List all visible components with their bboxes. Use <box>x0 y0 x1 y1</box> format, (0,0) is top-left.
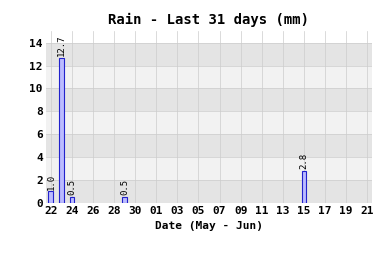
Bar <box>46 157 372 180</box>
Title: Rain - Last 31 days (mm): Rain - Last 31 days (mm) <box>109 13 309 27</box>
Bar <box>46 66 372 88</box>
Bar <box>49 191 53 203</box>
Bar <box>122 197 127 203</box>
Text: 12.7: 12.7 <box>57 34 66 56</box>
Bar <box>46 88 372 111</box>
Text: 1.0: 1.0 <box>46 173 55 190</box>
Bar <box>301 171 306 203</box>
Bar <box>46 43 372 66</box>
Bar <box>46 111 372 134</box>
Bar <box>70 197 74 203</box>
Text: 0.5: 0.5 <box>68 179 76 195</box>
X-axis label: Date (May - Jun): Date (May - Jun) <box>155 221 263 231</box>
Bar <box>46 180 372 203</box>
Text: 2.8: 2.8 <box>299 153 309 169</box>
Bar <box>59 57 64 203</box>
Text: 0.5: 0.5 <box>120 179 129 195</box>
Bar <box>46 134 372 157</box>
